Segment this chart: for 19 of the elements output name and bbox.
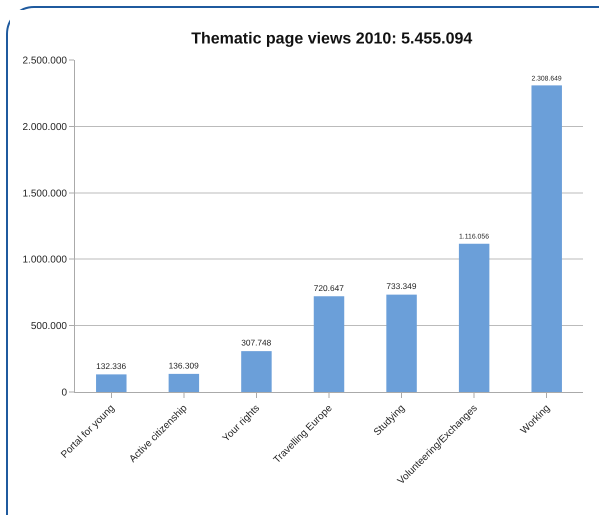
bar xyxy=(241,351,272,392)
bar xyxy=(386,294,417,392)
bar xyxy=(458,244,490,392)
y-tick-label: 1.500.000 xyxy=(22,188,68,200)
bar xyxy=(314,296,344,392)
chart-title: Thematic page views 2010: 5.455.094 xyxy=(191,30,472,48)
y-tick-label: 1.000.000 xyxy=(22,254,68,266)
y-tick-label: 0 xyxy=(61,388,68,398)
y-tick-label: 500.000 xyxy=(30,321,68,332)
data-label: 132.336 xyxy=(96,360,127,371)
y-tick-label: 2.500.000 xyxy=(22,56,68,66)
data-label: 307.748 xyxy=(241,338,272,348)
data-label: 733.349 xyxy=(386,281,417,292)
data-label: 136.309 xyxy=(168,360,200,370)
bar xyxy=(531,85,562,392)
data-label: 720.647 xyxy=(314,282,344,293)
bar xyxy=(168,374,200,392)
bar xyxy=(96,374,127,392)
y-tick-label: 2.000.000 xyxy=(22,122,68,133)
